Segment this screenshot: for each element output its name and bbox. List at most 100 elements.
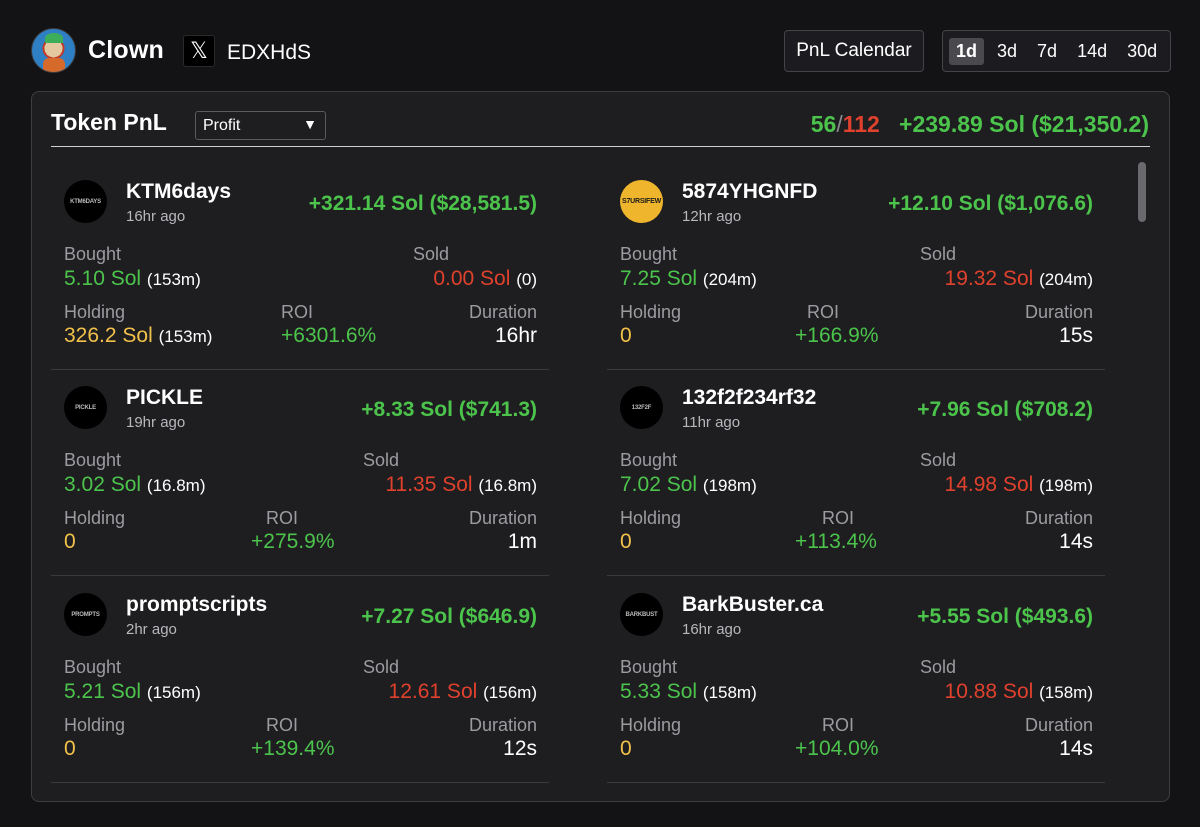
bought-label: Bought xyxy=(620,244,678,264)
token-age: 2hr ago xyxy=(126,621,177,638)
duration-label: Duration xyxy=(468,508,537,528)
duration-value: 14s xyxy=(1059,737,1093,760)
token-card-1[interactable]: KTM6DAYS KTM6days 16hr ago +321.14 Sol (… xyxy=(51,164,549,370)
roi-value: +6301.6% xyxy=(281,324,377,347)
avatar-hat xyxy=(45,33,63,43)
holding-label: Holding xyxy=(620,302,682,322)
bought-value: 5.33 Sol (158m) xyxy=(620,680,757,703)
duration-label: Duration xyxy=(468,715,537,735)
token-age: 19hr ago xyxy=(126,414,186,431)
pnl-filter-value: Profit xyxy=(203,117,241,134)
token-age: 12hr ago xyxy=(682,208,742,225)
roi-label: ROI xyxy=(281,302,314,322)
sold-label: Sold xyxy=(920,657,957,677)
duration-value: 14s xyxy=(1059,530,1093,553)
bought-label: Bought xyxy=(620,657,678,677)
token-pnl-panel: Token PnL Profit ▼ 56/112 +239.89 Sol ($… xyxy=(31,91,1170,802)
range-14d[interactable]: 14d xyxy=(1077,40,1108,61)
token-age: 11hr ago xyxy=(682,414,741,431)
duration-value: 12s xyxy=(503,737,537,760)
range-7d[interactable]: 7d xyxy=(1037,40,1058,61)
token-logo-icon: 132F2F xyxy=(620,386,663,429)
bought-value: 3.02 Sol (16.8m) xyxy=(64,473,206,496)
token-name[interactable]: promptscripts xyxy=(126,593,268,616)
token-age: 16hr ago xyxy=(126,208,186,225)
sold-value: 11.35 Sol (16.8m) xyxy=(385,473,537,496)
bought-value: 7.02 Sol (198m) xyxy=(620,473,757,496)
token-name[interactable]: PICKLE xyxy=(126,386,204,409)
token-logo-icon: PICKLE xyxy=(64,386,107,429)
roi-label: ROI xyxy=(807,302,840,322)
duration-value: 16hr xyxy=(494,324,537,347)
range-1d[interactable]: 1d xyxy=(949,37,985,65)
card-divider xyxy=(607,782,1105,783)
sold-label: Sold xyxy=(920,450,957,470)
total-pnl: +239.89 Sol ($21,350.2) xyxy=(899,111,1149,137)
bought-value: 7.25 Sol (204m) xyxy=(620,267,757,290)
token-card-3[interactable]: PICKLE PICKLE 19hr ago +8.33 Sol ($741.3… xyxy=(51,370,549,576)
sold-label: Sold xyxy=(413,244,450,264)
roi-value: +113.4% xyxy=(795,530,877,553)
card-divider xyxy=(607,575,1105,576)
pnl-filter-select[interactable]: Profit ▼ xyxy=(195,111,326,140)
duration-value: 15s xyxy=(1059,324,1093,347)
token-name[interactable]: KTM6days xyxy=(126,180,232,203)
pnl-summary: 56/112 +239.89 Sol ($21,350.2) xyxy=(811,111,1149,138)
bought-label: Bought xyxy=(64,657,122,677)
duration-label: Duration xyxy=(468,302,537,322)
sold-value: 19.32 Sol (204m) xyxy=(944,267,1093,290)
sold-label: Sold xyxy=(363,450,400,470)
roi-value: +139.4% xyxy=(251,737,335,760)
token-age: 16hr ago xyxy=(682,621,742,638)
token-pnl: +7.27 Sol ($646.9) xyxy=(361,605,537,628)
card-divider xyxy=(51,782,549,783)
roi-value: +104.0% xyxy=(795,737,879,760)
user-name: Clown xyxy=(88,36,164,64)
token-card-6[interactable]: BARKBUST BarkBuster.ca 16hr ago +5.55 So… xyxy=(607,577,1105,783)
token-logo-icon: BARKBUST xyxy=(620,593,663,636)
token-name[interactable]: BarkBuster.ca xyxy=(682,593,824,616)
duration-value: 1m xyxy=(507,530,537,553)
bought-value: 5.10 Sol (153m) xyxy=(64,267,201,290)
profile-header: Clown 𝕏 EDXHdS PnL Calendar 1d 3d 7d 14d… xyxy=(31,28,1171,74)
avatar-shirt xyxy=(43,58,65,72)
token-card-2[interactable]: S7URSIFEW 5874YHGNFD 12hr ago +12.10 Sol… xyxy=(607,164,1105,370)
holding-label: Holding xyxy=(64,715,126,735)
sold-value: 0.00 Sol (0) xyxy=(433,267,537,290)
roi-label: ROI xyxy=(822,715,855,735)
token-name[interactable]: 132f2f234rf32 xyxy=(682,386,817,409)
card-divider xyxy=(607,369,1105,370)
sold-value: 14.98 Sol (198m) xyxy=(944,473,1093,496)
holding-value: 0 xyxy=(64,737,76,760)
avatar[interactable] xyxy=(31,28,76,73)
duration-label: Duration xyxy=(1024,715,1093,735)
card-divider xyxy=(51,575,549,576)
holding-label: Holding xyxy=(620,715,682,735)
token-card-5[interactable]: PROMPTS promptscripts 2hr ago +7.27 Sol … xyxy=(51,577,549,783)
holding-value: 0 xyxy=(620,737,632,760)
sold-label: Sold xyxy=(363,657,400,677)
roi-value: +275.9% xyxy=(251,530,335,553)
scrollbar-thumb[interactable] xyxy=(1138,162,1146,222)
user-handle[interactable]: EDXHdS xyxy=(227,41,312,64)
token-pnl: +7.96 Sol ($708.2) xyxy=(917,398,1093,421)
range-30d[interactable]: 30d xyxy=(1127,40,1158,61)
roi-label: ROI xyxy=(266,508,299,528)
holding-value: 326.2 Sol (153m) xyxy=(64,324,213,347)
bought-label: Bought xyxy=(64,244,122,264)
sold-label: Sold xyxy=(920,244,957,264)
token-logo-icon: PROMPTS xyxy=(64,593,107,636)
token-pnl: +8.33 Sol ($741.3) xyxy=(361,398,537,421)
range-3d[interactable]: 3d xyxy=(997,40,1018,61)
x-logo-icon[interactable]: 𝕏 xyxy=(183,35,215,67)
pnl-calendar-button[interactable]: PnL Calendar xyxy=(784,30,924,72)
token-name[interactable]: 5874YHGNFD xyxy=(682,180,818,203)
token-card-4[interactable]: 132F2F 132f2f234rf32 11hr ago +7.96 Sol … xyxy=(607,370,1105,576)
panel-divider xyxy=(51,146,1150,147)
holding-label: Holding xyxy=(620,508,682,528)
roi-label: ROI xyxy=(266,715,299,735)
win-loss-separator: / xyxy=(836,111,843,137)
bought-label: Bought xyxy=(64,450,122,470)
sold-value: 12.61 Sol (156m) xyxy=(388,680,537,703)
time-range-selector: 1d 3d 7d 14d 30d xyxy=(942,30,1171,72)
